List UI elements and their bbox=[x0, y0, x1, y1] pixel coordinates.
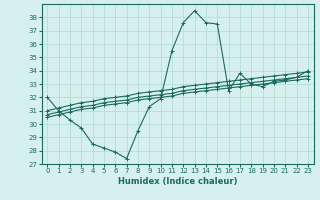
X-axis label: Humidex (Indice chaleur): Humidex (Indice chaleur) bbox=[118, 177, 237, 186]
